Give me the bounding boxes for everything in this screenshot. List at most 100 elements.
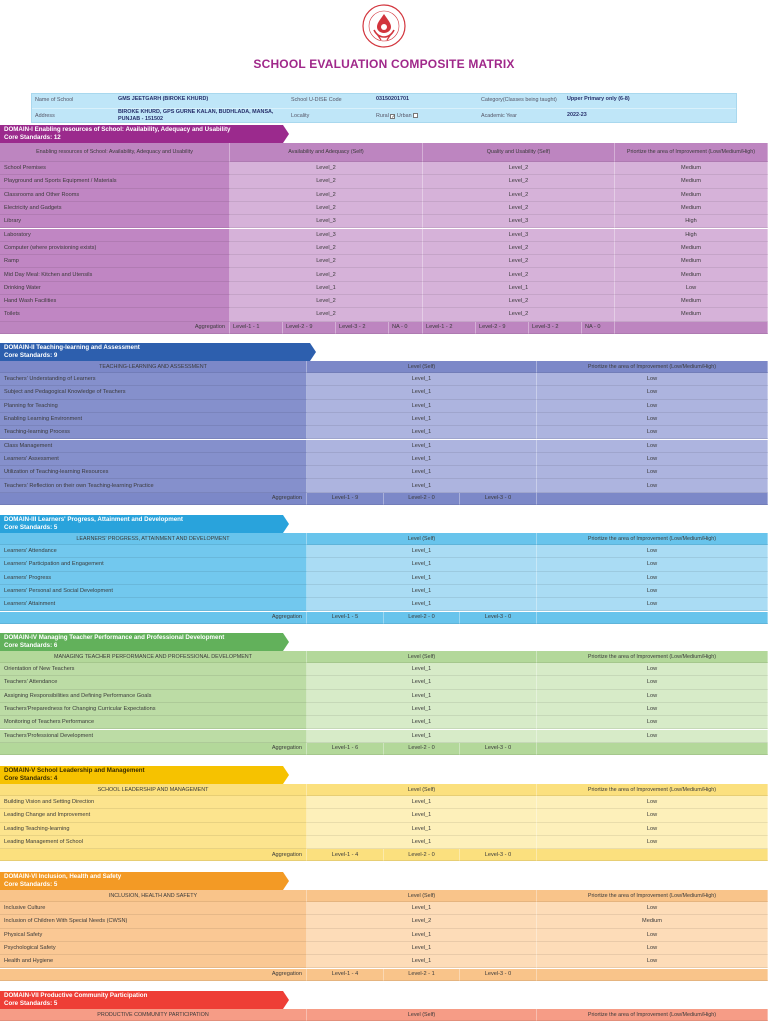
cell-quality[interactable]: Level_2 xyxy=(423,268,615,282)
cell-quality[interactable]: Level_3 xyxy=(423,228,615,242)
cell-priority[interactable]: Low xyxy=(537,955,768,969)
cell-priority[interactable]: Low xyxy=(537,426,768,440)
cell-priority[interactable]: Low xyxy=(537,928,768,942)
cell-quality[interactable]: Level_3 xyxy=(423,215,615,229)
cell-level[interactable]: Level_1 xyxy=(307,439,537,453)
cell-priority[interactable]: Low xyxy=(537,479,768,493)
cell-level[interactable]: Level_1 xyxy=(307,702,537,717)
table-row: Drinking Water Level_1 Level_1 Low xyxy=(0,281,768,295)
cell-avail[interactable]: Level_2 xyxy=(230,241,423,256)
cell-priority[interactable]: Low xyxy=(537,663,768,677)
cell-priority[interactable]: Low xyxy=(537,902,768,916)
cell-level[interactable]: Level_1 xyxy=(307,584,537,599)
cell-level[interactable]: Level_1 xyxy=(307,386,537,400)
cell-priority[interactable]: Medium xyxy=(615,268,768,282)
cell-level[interactable]: Level_1 xyxy=(307,399,537,413)
cell-priority[interactable]: Medium xyxy=(615,201,768,216)
cell-priority[interactable]: Low xyxy=(537,571,768,585)
cell-avail[interactable]: Level_2 xyxy=(230,188,423,202)
cell-level[interactable]: Level_1 xyxy=(307,412,537,427)
page-title: SCHOOL EVALUATION COMPOSITE MATRIX xyxy=(253,57,515,71)
cell-level[interactable]: Level_1 xyxy=(307,928,537,942)
cell-priority[interactable]: High xyxy=(615,228,768,242)
cell-level[interactable]: Level_1 xyxy=(307,729,537,743)
cell-avail[interactable]: Level_2 xyxy=(230,255,423,269)
table-row: Electricity and Gadgets Level_2 Level_2 Med… xyxy=(0,201,768,216)
cell-priority[interactable]: Low xyxy=(537,545,768,559)
cell-level[interactable]: Level_1 xyxy=(307,663,537,677)
cell-level[interactable]: Level_1 xyxy=(307,571,537,585)
cell-quality[interactable]: Level_2 xyxy=(423,308,615,322)
cell-priority[interactable]: Low xyxy=(537,399,768,413)
cell-priority[interactable]: Low xyxy=(615,281,768,295)
cell-priority[interactable]: High xyxy=(615,215,768,229)
cell-quality[interactable]: Level_2 xyxy=(423,188,615,202)
cell-level[interactable]: Level_1 xyxy=(307,902,537,916)
cell-level[interactable]: Level_1 xyxy=(307,689,537,703)
cell-level[interactable]: Level_1 xyxy=(307,676,537,690)
cell-quality[interactable]: Level_2 xyxy=(423,295,615,309)
cell-priority[interactable]: Low xyxy=(537,729,768,743)
cell-level[interactable]: Level_2 xyxy=(307,915,537,929)
cell-priority[interactable]: Medium xyxy=(615,175,768,189)
cell-priority[interactable]: Low xyxy=(537,835,768,850)
cell-priority[interactable]: Low xyxy=(537,412,768,427)
cell-level[interactable]: Level_1 xyxy=(307,809,537,823)
cell-level[interactable]: Level_1 xyxy=(307,716,537,730)
cell-level[interactable]: Level_1 xyxy=(307,955,537,969)
cell-priority[interactable]: Low xyxy=(537,702,768,717)
cell-quality[interactable]: Level_2 xyxy=(423,162,615,176)
cell-priority[interactable]: Medium xyxy=(615,162,768,176)
cell-avail[interactable]: Level_3 xyxy=(230,215,423,229)
cell-avail[interactable]: Level_1 xyxy=(230,281,423,295)
cell-level[interactable]: Level_1 xyxy=(307,426,537,440)
domain-4-core-standards: Core Standards: 6 xyxy=(4,642,58,649)
cell-avail[interactable]: Level_2 xyxy=(230,308,423,322)
cell-priority[interactable]: Medium xyxy=(537,915,768,929)
rural-checkbox[interactable]: ✓ xyxy=(390,114,396,120)
cell-priority[interactable]: Low xyxy=(537,822,768,836)
cell-priority[interactable]: Low xyxy=(537,689,768,703)
cell-priority[interactable]: Medium xyxy=(615,295,768,309)
cell-avail[interactable]: Level_2 xyxy=(230,201,423,216)
cell-avail[interactable]: Level_2 xyxy=(230,268,423,282)
cell-level[interactable]: Level_1 xyxy=(307,479,537,493)
cell-level[interactable]: Level_1 xyxy=(307,598,537,612)
cell-priority[interactable]: Medium xyxy=(615,255,768,269)
cell-avail[interactable]: Level_2 xyxy=(230,295,423,309)
cell-priority[interactable]: Low xyxy=(537,598,768,612)
cell-priority[interactable]: Medium xyxy=(615,241,768,256)
cell-priority[interactable]: Low xyxy=(537,716,768,730)
cell-quality[interactable]: Level_2 xyxy=(423,241,615,256)
cell-priority[interactable]: Low xyxy=(537,941,768,956)
cell-level[interactable]: Level_1 xyxy=(307,373,537,387)
cell-level[interactable]: Level_1 xyxy=(307,941,537,956)
cell-quality[interactable]: Level_2 xyxy=(423,175,615,189)
cell-avail[interactable]: Level_2 xyxy=(230,162,423,176)
cell-priority[interactable]: Low xyxy=(537,373,768,387)
cell-priority[interactable]: Low xyxy=(537,796,768,810)
cell-level[interactable]: Level_1 xyxy=(307,796,537,810)
cell-avail[interactable]: Level_2 xyxy=(230,175,423,189)
cell-priority[interactable]: Low xyxy=(537,452,768,467)
cell-level[interactable]: Level_1 xyxy=(307,835,537,850)
cell-priority[interactable]: Low xyxy=(537,466,768,480)
cell-quality[interactable]: Level_2 xyxy=(423,255,615,269)
cell-priority[interactable]: Low xyxy=(537,558,768,572)
cell-quality[interactable]: Level_2 xyxy=(423,201,615,216)
urban-checkbox[interactable] xyxy=(413,113,419,118)
cell-level[interactable]: Level_1 xyxy=(307,822,537,836)
cell-priority[interactable]: Low xyxy=(537,584,768,599)
cell-priority[interactable]: Medium xyxy=(615,308,768,322)
cell-level[interactable]: Level_1 xyxy=(307,545,537,559)
cell-quality[interactable]: Level_1 xyxy=(423,281,615,295)
cell-priority[interactable]: Low xyxy=(537,386,768,400)
cell-level[interactable]: Level_1 xyxy=(307,466,537,480)
cell-avail[interactable]: Level_3 xyxy=(230,228,423,242)
cell-priority[interactable]: Medium xyxy=(615,188,768,202)
cell-level[interactable]: Level_1 xyxy=(307,558,537,572)
cell-priority[interactable]: Low xyxy=(537,439,768,453)
cell-priority[interactable]: Low xyxy=(537,676,768,690)
cell-priority[interactable]: Low xyxy=(537,809,768,823)
cell-level[interactable]: Level_1 xyxy=(307,452,537,467)
